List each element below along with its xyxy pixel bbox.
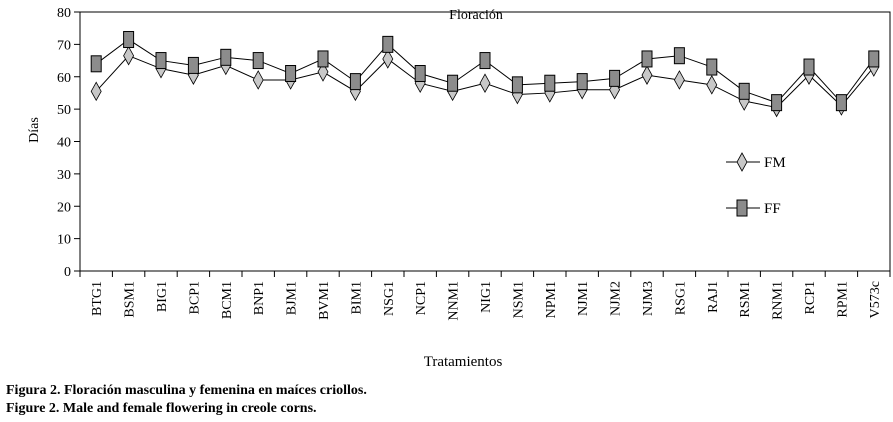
x-tick-label: NCP1 [414,281,429,315]
y-axis-label: Días [27,117,42,143]
y-ticks: 0 10 20 30 40 50 60 70 80 [57,6,80,280]
x-tick-label: NPM1 [544,281,559,318]
x-tick-label: NSM1 [511,281,526,318]
data-point-ff [187,56,199,74]
y-tick-label: 30 [57,168,71,183]
data-point-ff [479,52,491,70]
x-tick-label: NNM1 [447,281,462,321]
data-point-ff [835,94,847,112]
x-tick-label: NSG1 [382,281,397,316]
data-point-ff [511,76,523,94]
caption-spanish: Figura 2. Floración masculina y femenina… [6,383,367,398]
data-point-ff [673,47,685,65]
y-tick-label: 60 [57,71,71,86]
data-point-fm [706,75,718,95]
x-tick-label: RSG1 [673,281,688,315]
data-point-ff [447,74,459,92]
series-group [90,31,880,118]
caption-english: Figure 2. Male and female flowering in c… [6,401,317,416]
axes [79,11,891,272]
data-point-ff [414,65,426,83]
data-point-ff [382,35,394,53]
y-tick-label: 80 [57,6,71,21]
data-point-ff [317,50,329,68]
data-point-fm [641,65,653,85]
data-point-ff [803,58,815,76]
y-tick-label: 70 [57,38,71,53]
x-tick-label: NJM3 [641,281,656,316]
plot-frame [79,11,891,272]
data-point-ff [155,52,167,70]
data-point-ff [252,52,264,70]
data-point-fm [382,49,394,69]
data-point-fm [123,45,135,66]
series-line-ff [95,38,875,104]
legend-marker [736,152,748,172]
chart-title: Floración [449,8,503,23]
y-tick-label: 40 [57,136,71,151]
x-tick-label: NIG1 [479,281,494,313]
x-tick-label: BIM1 [349,281,364,314]
x-tick-label: RSM1 [738,281,753,318]
series-ff [90,31,880,112]
data-point-fm [252,70,264,90]
data-point-ff [90,55,102,73]
x-tick-label: BIG1 [155,281,170,312]
data-point-ff [609,69,621,87]
x-tick-label: RNM1 [771,281,786,320]
y-tick-label: 0 [64,265,71,280]
x-tick-label: BCM1 [220,281,235,319]
legend-label: FF [764,201,781,217]
data-point-fm [673,70,685,90]
x-tick-label: RCP1 [803,281,818,314]
legend-marker [736,199,748,217]
x-tick-label: BJM1 [285,281,300,315]
data-point-ff [220,48,232,66]
flowering-chart: 0 10 20 30 40 50 60 70 80 BTG1 BSM1 BIG1 BCP1 BCM1 BN… [27,6,891,370]
legend-item-fm: FM [726,152,786,172]
y-tick-label: 10 [57,233,71,248]
data-point-ff [641,50,653,68]
legend-item-ff: FF [726,199,781,217]
x-tick-label: BNP1 [252,281,267,315]
y-tick-label: 20 [57,200,71,215]
x-tick-label: BCP1 [187,281,202,314]
data-point-ff [285,65,297,83]
y-tick-label: 50 [57,103,71,118]
x-tick-label: NJM1 [576,281,591,316]
data-point-ff [771,94,783,112]
x-tick-label: RAJ1 [706,281,721,313]
data-point-ff [868,50,880,68]
data-point-ff [544,74,556,92]
x-axis-label: Tratamientos [424,354,503,370]
x-tick-label: BSM1 [123,281,138,318]
x-tick-label: BVM1 [317,281,332,320]
data-point-ff [706,58,718,76]
x-tick-label: RPM1 [835,281,850,318]
x-tick-label: NJM2 [609,281,624,316]
data-point-ff [576,73,588,91]
x-tick-label: BTG1 [90,281,105,316]
data-point-ff [349,73,361,91]
data-point-fm [479,73,491,94]
data-point-ff [123,31,135,49]
x-ticks: BTG1 BSM1 BIG1 BCP1 BCM1 BNP1 BJM1 BVM1 BIM1 NSG1… [79,271,891,321]
data-point-fm [90,81,102,102]
data-point-ff [738,82,750,100]
x-tick-label: V573c [868,281,883,318]
legend-label: FM [764,155,786,171]
legend: FM FF [726,152,786,217]
